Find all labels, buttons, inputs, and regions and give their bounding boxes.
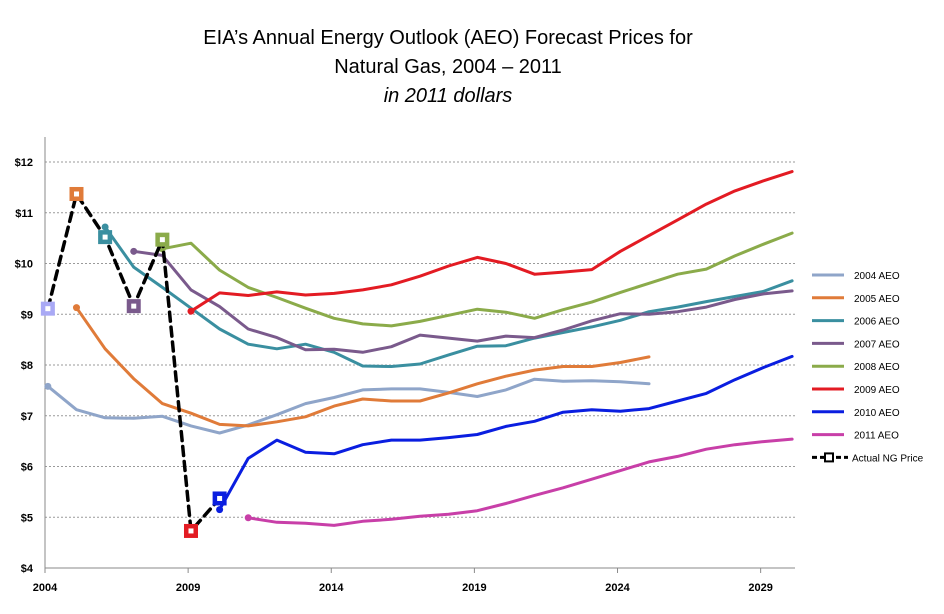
series-2009-aeo-line xyxy=(189,170,794,313)
legend-2011-aeo-label: 2011 AEO xyxy=(854,431,899,442)
x-tick-label: 2019 xyxy=(462,582,486,594)
y-tick-label: $8 xyxy=(21,360,33,372)
series-2004-aeo-line xyxy=(46,377,651,435)
y-tick-label: $7 xyxy=(21,411,33,423)
y-tick-label: $4 xyxy=(21,563,34,575)
x-tick-label: 2024 xyxy=(605,582,630,594)
series-2010-aeo-start-point xyxy=(216,506,224,514)
series-2006-aeo-line xyxy=(103,225,794,368)
series-2005-aeo-line xyxy=(75,306,651,428)
series-2008-aeo-line xyxy=(160,231,794,328)
y-tick-label: $12 xyxy=(15,157,33,169)
actual-price-marker-center xyxy=(45,306,51,312)
legend-2006-aeo-label: 2006 AEO xyxy=(854,317,900,328)
actual-price-marker-center xyxy=(131,303,137,309)
series-2011-aeo-line xyxy=(246,437,794,527)
series-2011-aeo-start-point xyxy=(244,514,252,522)
legend-2008-aeo-label: 2008 AEO xyxy=(854,362,900,373)
legend-2010-aeo-label: 2010 AEO xyxy=(854,408,900,419)
series-2007-aeo-start-point xyxy=(130,247,138,255)
legend-actual-ng-price-label: Actual NG Price xyxy=(852,453,924,464)
actual-price-marker-center xyxy=(159,237,165,243)
chart-title: EIA’s Annual Energy Outlook (AEO) Foreca… xyxy=(203,27,693,49)
legend-actual-ng-price-marker xyxy=(824,452,834,463)
series-2006-aeo-start-point xyxy=(101,223,109,231)
y-tick-label: $6 xyxy=(21,462,33,474)
actual-price-marker-center xyxy=(73,191,79,197)
y-tick-label: $9 xyxy=(21,309,33,321)
legend: 2004 AEO 2005 AEO 2006 AEO 2007 AEO 2008 AEO… xyxy=(812,271,924,464)
actual-price-marker-center xyxy=(188,528,194,534)
chart-title-line2: Natural Gas, 2004 – 2011 xyxy=(334,56,562,78)
series-2010-aeo-line xyxy=(218,354,794,512)
x-tick-label: 2004 xyxy=(33,582,58,594)
series-2009-aeo-start-point xyxy=(187,307,195,315)
series-2004-aeo-start-point xyxy=(44,382,52,390)
x-tick-label: 2014 xyxy=(319,582,344,594)
series-2007-aeo-line xyxy=(132,249,794,354)
actual-price-marker-center xyxy=(217,495,223,501)
y-tick-label: $10 xyxy=(15,259,33,271)
y-tick-label: $5 xyxy=(21,512,33,524)
chart-subtitle: in 2011 dollars xyxy=(384,85,513,107)
actual-price-marker-center xyxy=(102,234,108,240)
legend-2009-aeo-label: 2009 AEO xyxy=(854,385,900,396)
y-tick-label: $11 xyxy=(15,208,33,220)
series-2005-aeo-start-point xyxy=(72,304,80,312)
legend-2005-aeo-label: 2005 AEO xyxy=(854,294,900,305)
axes: $4 $5 $6 $7 $8 $9 $10 $11 $12 2004 2009 2014 2019 202… xyxy=(15,137,795,594)
series-layer xyxy=(40,170,794,538)
x-tick-label: 2009 xyxy=(176,582,200,594)
grid xyxy=(45,161,795,518)
legend-2004-aeo-label: 2004 AEO xyxy=(854,271,900,282)
x-tick-label: 2029 xyxy=(748,582,772,594)
legend-2007-aeo-label: 2007 AEO xyxy=(854,339,900,350)
